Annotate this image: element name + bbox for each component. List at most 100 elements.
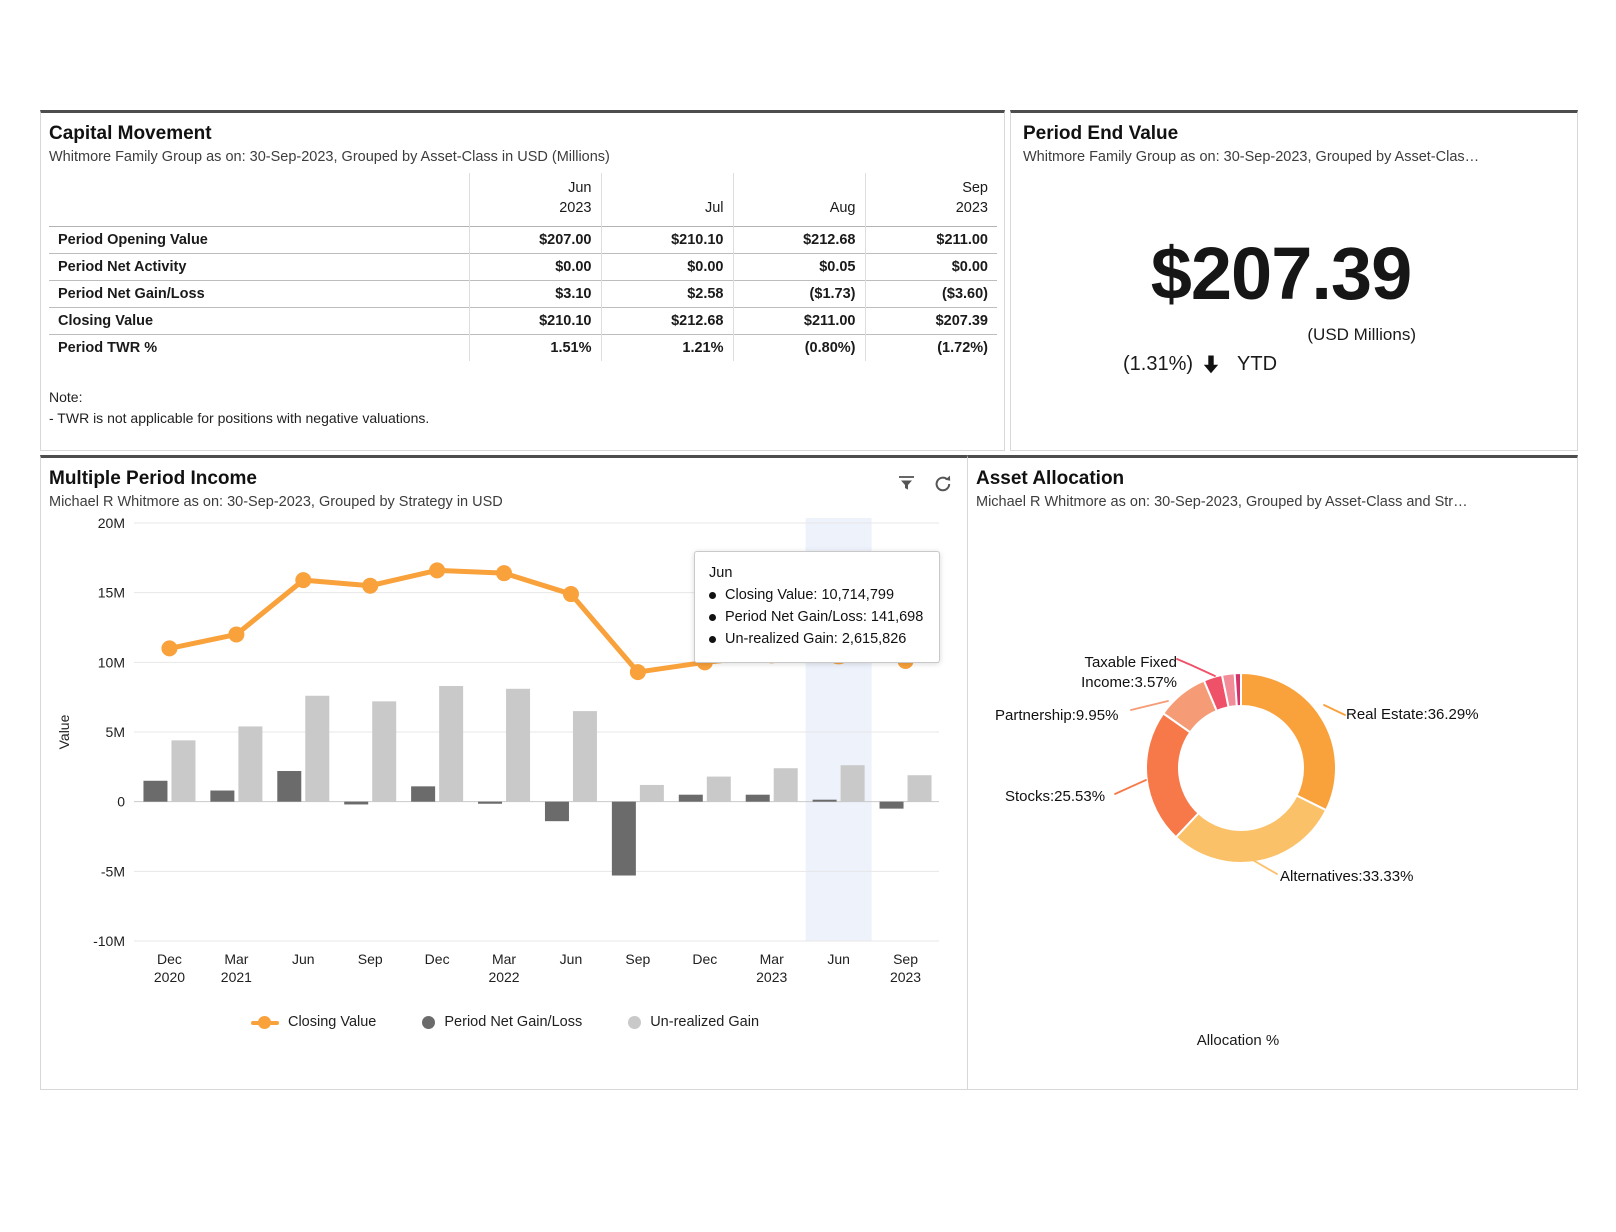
chart-tooltip: Jun Closing Value: 10,714,799 Period Net… bbox=[694, 551, 941, 663]
svg-text:10M: 10M bbox=[98, 654, 125, 670]
cell-value: $210.10 bbox=[600, 226, 733, 254]
svg-text:Jun: Jun bbox=[292, 951, 315, 967]
cell-value: $207.00 bbox=[468, 226, 601, 254]
cell-value: $0.00 bbox=[864, 253, 997, 281]
cell-value: $207.39 bbox=[864, 307, 997, 335]
svg-text:15M: 15M bbox=[98, 585, 125, 601]
period-end-value-unit: (USD Millions) bbox=[1307, 325, 1416, 344]
capital-movement-table: Jun 2023 Jul Aug Sep 2023 Period Opening Value… bbox=[49, 173, 997, 361]
capital-movement-subtitle: Whitmore Family Group as on: 30-Sep-2023… bbox=[49, 149, 610, 165]
table-row: Period Net Activity $0.00 $0.00 $0.05 $0.00 bbox=[49, 253, 997, 281]
change-percent: (1.31%) bbox=[1123, 353, 1194, 375]
row-label: Period Opening Value bbox=[58, 232, 208, 248]
legend-label: Closing Value bbox=[287, 1014, 377, 1030]
period-end-value-subtitle: Whitmore Family Group as on: 30-Sep-2023… bbox=[1023, 149, 1480, 165]
svg-text:Dec: Dec bbox=[425, 951, 450, 967]
asset-allocation-donut-chart[interactable] bbox=[968, 458, 1579, 1093]
cell-value: (0.80%) bbox=[732, 334, 865, 361]
svg-text:Sep: Sep bbox=[358, 951, 383, 967]
row-label: Period Net Gain/Loss bbox=[58, 286, 205, 302]
period-end-value-title: Period End Value bbox=[1023, 123, 1179, 144]
cell-value: $211.00 bbox=[864, 226, 997, 254]
cell-value: $3.10 bbox=[468, 280, 601, 308]
legend-item-closing-value[interactable]: Closing Value bbox=[250, 1014, 377, 1030]
capital-movement-panel: Capital Movement Whitmore Family Group a… bbox=[40, 110, 1005, 451]
cell-value: ($1.73) bbox=[732, 280, 865, 308]
svg-text:5M: 5M bbox=[106, 724, 125, 740]
capital-movement-grid: Jun 2023 Jul Aug Sep 2023 Period Opening Value… bbox=[49, 173, 997, 361]
table-row: Closing Value $210.10 $212.68 $211.00 $207.3… bbox=[49, 307, 997, 335]
column-header-empty bbox=[49, 173, 469, 227]
legend-label: Un-realized Gain bbox=[650, 1014, 760, 1030]
multiple-period-income-panel: Multiple Period Income Michael R Whitmor… bbox=[40, 455, 970, 1090]
capital-movement-note: Note: - TWR is not applicable for positi… bbox=[49, 387, 996, 429]
capital-movement-title: Capital Movement bbox=[49, 123, 212, 144]
filter-icon[interactable] bbox=[897, 474, 917, 494]
cell-value: $2.58 bbox=[600, 280, 733, 308]
tooltip-title: Jun bbox=[709, 565, 733, 581]
slice-label-stocks: Stocks:25.53% bbox=[1005, 788, 1106, 805]
column-header: Aug bbox=[732, 173, 865, 227]
allocation-axis-label: Allocation % bbox=[1196, 1032, 1280, 1049]
column-header: Sep 2023 bbox=[864, 173, 997, 227]
asset-allocation-title: Asset Allocation bbox=[976, 468, 1125, 489]
arrow-down-icon bbox=[1203, 355, 1219, 374]
circle-marker bbox=[628, 1015, 642, 1029]
svg-text:20M: 20M bbox=[98, 516, 125, 531]
row-label: Period Net Activity bbox=[58, 259, 187, 275]
bullet-icon bbox=[709, 635, 716, 643]
legend-item-period-net-gain-loss[interactable]: Period Net Gain/Loss bbox=[422, 1014, 582, 1030]
cell-value: $212.68 bbox=[732, 226, 865, 254]
cell-value: $212.68 bbox=[600, 307, 733, 335]
row-label: Closing Value bbox=[58, 313, 154, 329]
slice-label-partnership: Partnership:9.95% bbox=[995, 707, 1119, 724]
tooltip-item: Period Net Gain/Loss: 141,698 bbox=[725, 609, 924, 625]
svg-text:Value: Value bbox=[56, 714, 72, 749]
refresh-icon[interactable] bbox=[933, 474, 953, 494]
svg-text:Jun: Jun bbox=[827, 951, 850, 967]
column-header: Jul bbox=[600, 173, 733, 227]
tooltip-item: Closing Value: 10,714,799 bbox=[725, 587, 895, 603]
cell-value: $0.05 bbox=[732, 253, 865, 281]
circle-marker bbox=[422, 1015, 436, 1029]
slice-label-taxable-fixed-income: Taxable Fixed Income:3.57% bbox=[1081, 654, 1177, 691]
bullet-icon bbox=[709, 613, 716, 621]
period-end-value-change: (1.31%) YTD bbox=[1123, 353, 1277, 376]
cell-value: (1.72%) bbox=[864, 334, 997, 361]
svg-text:Sep: Sep bbox=[625, 951, 650, 967]
tooltip-item: Un-realized Gain: 2,615,826 bbox=[725, 631, 907, 647]
slice-label-real-estate: Real Estate:36.29% bbox=[1346, 706, 1479, 723]
period-end-value-amount: $207.39 bbox=[1150, 232, 1413, 315]
svg-text:Dec: Dec bbox=[692, 951, 717, 967]
slice-label-alternatives: Alternatives:33.33% bbox=[1280, 868, 1414, 885]
bullet-icon bbox=[709, 591, 716, 599]
svg-text:Jun: Jun bbox=[560, 951, 583, 967]
line-point-marker bbox=[250, 1015, 279, 1029]
multiple-period-income-title: Multiple Period Income bbox=[49, 468, 257, 489]
note-title: Note: bbox=[49, 389, 83, 405]
chart-legend: Closing Value Period Net Gain/Loss Un-re… bbox=[41, 1014, 969, 1030]
cell-value: 1.51% bbox=[468, 334, 601, 361]
svg-text:-5M: -5M bbox=[101, 863, 125, 879]
legend-label: Period Net Gain/Loss bbox=[444, 1014, 583, 1030]
asset-allocation-subtitle: Michael R Whitmore as on: 30-Sep-2023, G… bbox=[976, 494, 1468, 510]
cell-value: ($3.60) bbox=[864, 280, 997, 308]
table-row: Period Opening Value $207.00 $210.10 $212.6… bbox=[49, 226, 997, 254]
svg-text:-10M: -10M bbox=[93, 933, 125, 949]
table-row: Period Net Gain/Loss $3.10 $2.58 ($1.73) ($3… bbox=[49, 280, 997, 308]
cell-value: $211.00 bbox=[732, 307, 865, 335]
row-label: Period TWR % bbox=[58, 340, 158, 356]
change-period-label: YTD bbox=[1237, 353, 1278, 375]
table-row: Period TWR % 1.51% 1.21% (0.80%) (1.72%) bbox=[49, 334, 997, 361]
cell-value: $210.10 bbox=[468, 307, 601, 335]
svg-text:0: 0 bbox=[117, 794, 125, 810]
column-header: Jun 2023 bbox=[468, 173, 601, 227]
multiple-period-income-subtitle: Michael R Whitmore as on: 30-Sep-2023, G… bbox=[49, 494, 503, 510]
period-end-value-panel: Period End Value Whitmore Family Group a… bbox=[1010, 110, 1578, 451]
legend-item-unrealized-gain[interactable]: Un-realized Gain bbox=[628, 1014, 759, 1030]
